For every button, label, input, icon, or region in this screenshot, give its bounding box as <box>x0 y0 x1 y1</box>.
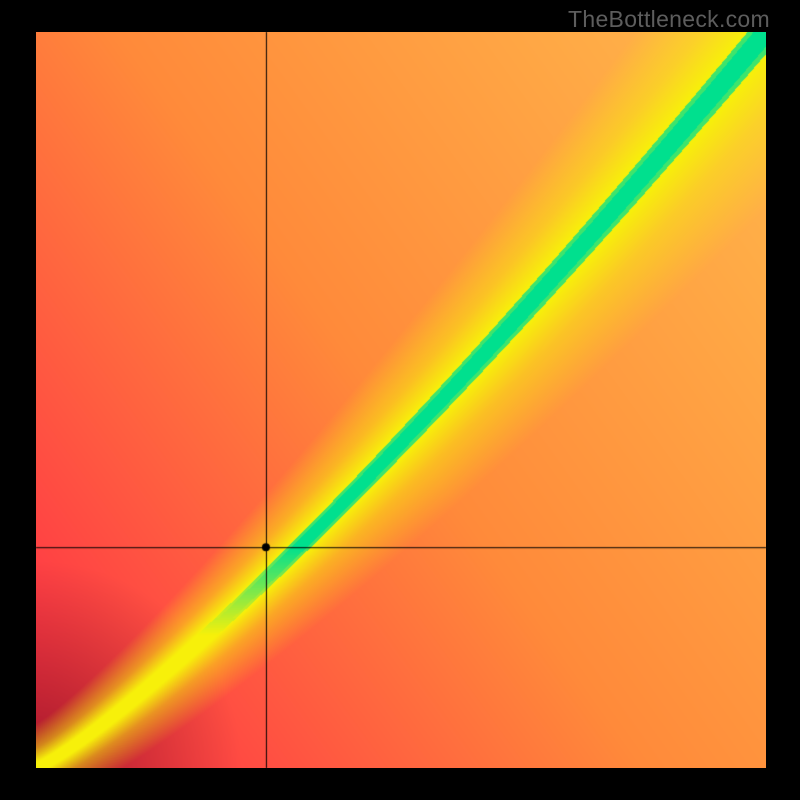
crosshair-overlay <box>0 0 800 800</box>
watermark-text: TheBottleneck.com <box>568 6 770 33</box>
chart-container: TheBottleneck.com <box>0 0 800 800</box>
